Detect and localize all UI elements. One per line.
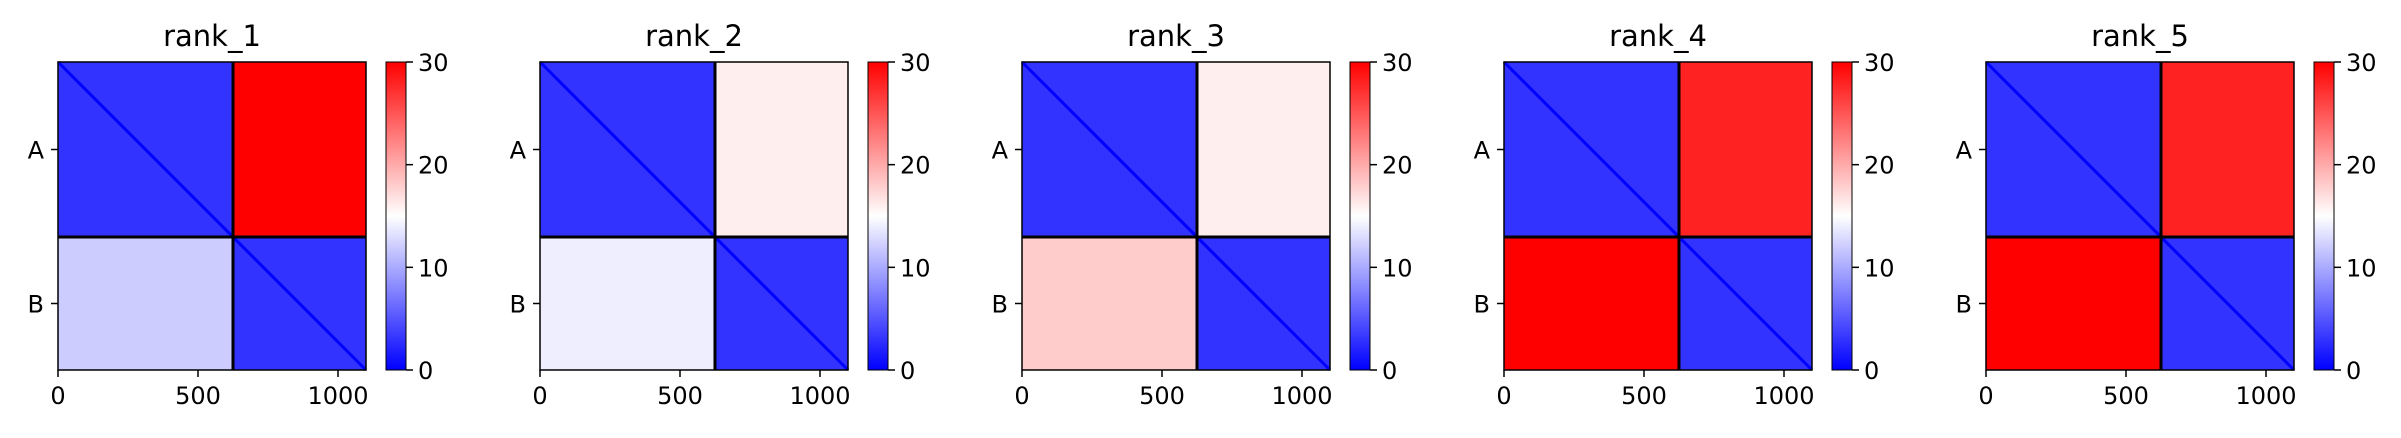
- heatmap-block-a-b: [1679, 62, 1812, 237]
- xtick-label: 1000: [789, 382, 850, 410]
- xtick-label: 0: [1014, 382, 1029, 410]
- colorbar: [1349, 61, 1371, 371]
- colorbar-tick-label: 0: [2346, 357, 2361, 385]
- ytick-label-chain: A: [992, 137, 1009, 165]
- xtick-label: 500: [1621, 382, 1667, 410]
- panel-title: rank_5: [2091, 19, 2189, 53]
- heatmap-block-b-a: [1986, 237, 2161, 370]
- xtick-label: 500: [175, 382, 221, 410]
- xtick-label: 500: [657, 382, 703, 410]
- xtick-label: 0: [50, 382, 65, 410]
- heatmap-panel-3: rank_3 A B 0 500 1000 0 10 20 30: [992, 19, 1413, 410]
- xtick-label: 1000: [1753, 382, 1814, 410]
- ytick-label-chain: A: [28, 137, 45, 165]
- colorbar: [2313, 61, 2335, 371]
- ytick-label-chain: B: [992, 291, 1008, 319]
- colorbar-tick-label: 10: [418, 254, 449, 282]
- heatmap-panel-1: rank_1 A B 0 500 1000 0 10 20 30: [28, 19, 449, 410]
- heatmap-block-b-a: [1022, 237, 1197, 370]
- xtick-label: 0: [532, 382, 547, 410]
- axes-frame: [1503, 61, 1813, 371]
- colorbar-tick-label: 30: [2346, 49, 2377, 77]
- heatmap-diagonal: [1502, 60, 1814, 372]
- heatmap-panel-2: rank_2 A B 0 500 1000 0 10 20 30: [510, 19, 931, 410]
- axes-frame: [539, 61, 849, 371]
- xtick-label: 1000: [2235, 382, 2296, 410]
- heatmap-block-a-b: [1197, 62, 1330, 237]
- colorbar-tick-label: 20: [900, 152, 931, 180]
- heatmap-block-a-b: [233, 62, 366, 237]
- heatmap-diagonal: [1984, 60, 2296, 372]
- colorbar: [867, 61, 889, 371]
- panel-title: rank_1: [163, 19, 261, 53]
- panel-title: rank_3: [1127, 19, 1225, 53]
- heatmap-block-b-a: [540, 237, 715, 370]
- xtick-label: 0: [1496, 382, 1511, 410]
- colorbar-tick-label: 30: [1382, 49, 1413, 77]
- heatmap-block-a-b: [715, 62, 848, 237]
- panel-title: rank_2: [645, 19, 743, 53]
- heatmap-block-b-a: [1504, 237, 1679, 370]
- ytick-label-chain: A: [1474, 137, 1491, 165]
- ytick-label-chain: B: [510, 291, 526, 319]
- colorbar: [385, 61, 407, 371]
- ytick-label-chain: A: [510, 137, 527, 165]
- colorbar-tick-label: 20: [2346, 152, 2377, 180]
- colorbar-tick-label: 10: [1382, 254, 1413, 282]
- ytick-label-chain: B: [1474, 291, 1490, 319]
- axes-frame: [1985, 61, 2295, 371]
- colorbar-tick-label: 20: [1382, 152, 1413, 180]
- axes-frame: [1021, 61, 1331, 371]
- ytick-label-chain: B: [28, 291, 44, 319]
- ytick-label-chain: B: [1956, 291, 1972, 319]
- colorbar-tick-label: 10: [1864, 254, 1895, 282]
- heatmap-panel-5: rank_5 A B 0 500 1000 0 10 20 30: [1956, 19, 2377, 410]
- colorbar-tick-label: 20: [1864, 152, 1895, 180]
- panel-title: rank_4: [1609, 19, 1707, 53]
- heatmap-diagonal: [56, 60, 368, 372]
- heatmap-diagonal: [538, 60, 850, 372]
- colorbar: [1831, 61, 1853, 371]
- colorbar-tick-label: 10: [900, 254, 931, 282]
- heatmap-diagonal: [1020, 60, 1332, 372]
- heatmap-panel-4: rank_4 A B 0 500 1000 0 10 20 30: [1474, 19, 1895, 410]
- colorbar-tick-label: 10: [2346, 254, 2377, 282]
- colorbar-tick-label: 0: [900, 357, 915, 385]
- heatmap-block-a-b: [2161, 62, 2294, 237]
- xtick-label: 500: [2103, 382, 2149, 410]
- xtick-label: 500: [1139, 382, 1185, 410]
- colorbar-tick-label: 20: [418, 152, 449, 180]
- heatmap-block-b-a: [58, 237, 233, 370]
- colorbar-tick-label: 0: [1382, 357, 1397, 385]
- colorbar-tick-label: 30: [418, 49, 449, 77]
- xtick-label: 1000: [1271, 382, 1332, 410]
- colorbar-tick-label: 30: [1864, 49, 1895, 77]
- xtick-label: 1000: [307, 382, 368, 410]
- colorbar-tick-label: 0: [1864, 357, 1879, 385]
- axes-frame: [57, 61, 367, 371]
- colorbar-tick-label: 0: [418, 357, 433, 385]
- ytick-label-chain: A: [1956, 137, 1973, 165]
- colorbar-tick-label: 30: [900, 49, 931, 77]
- xtick-label: 0: [1978, 382, 1993, 410]
